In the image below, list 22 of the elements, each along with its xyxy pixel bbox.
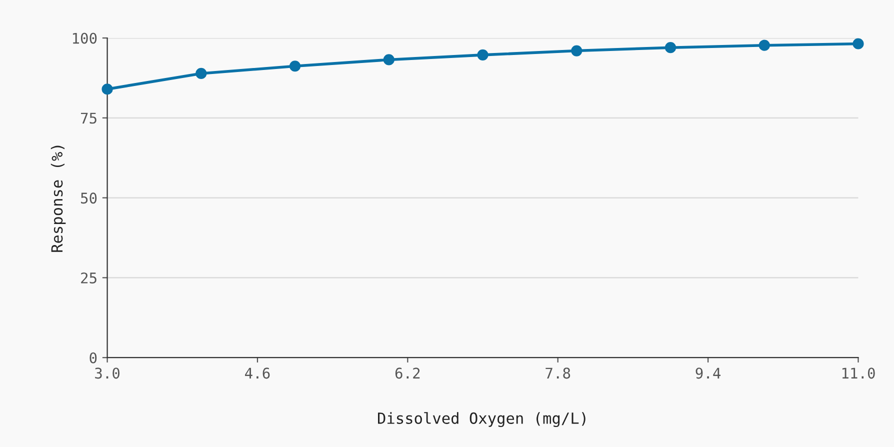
point [477,49,488,60]
x-tick-label: 6.2 [395,368,420,379]
point [571,45,582,56]
x-axis-title: Dissolved Oxygen (mg/L) [378,412,586,428]
point [664,42,676,54]
point [289,60,301,72]
point [102,84,113,95]
y-tick-label: 25 [81,272,96,284]
y-tick-label: 0 [90,352,97,364]
point [758,40,770,51]
y-tick-label: 75 [80,112,96,124]
x-tick-label: 7.8 [546,368,570,379]
x-tick-label: 9.4 [696,368,721,379]
point [383,54,394,66]
x-tick-label: 3.0 [95,368,120,379]
y-axis-title: Response (%) [50,146,66,252]
point [196,68,207,80]
x-tick-label: 4.6 [245,368,270,379]
point [852,38,864,50]
y-tick-label: 50 [81,192,97,204]
x-tick-label: 11.0 [842,368,875,379]
y-tick-label: 100 [72,32,97,44]
